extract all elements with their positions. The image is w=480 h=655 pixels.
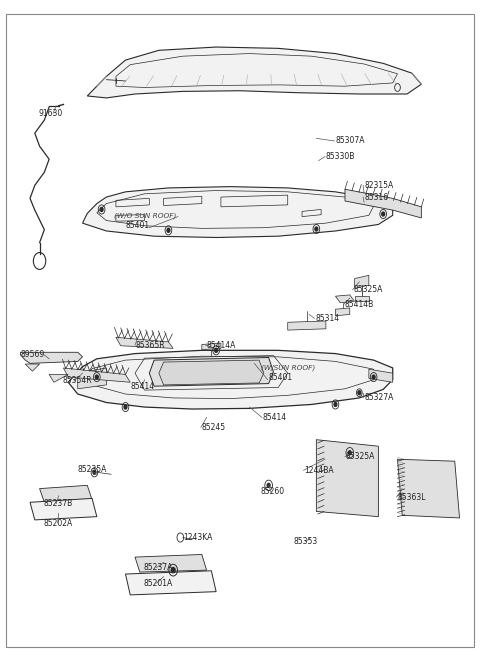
Text: (W/O SUN ROOF): (W/O SUN ROOF) [114, 213, 176, 219]
Polygon shape [78, 368, 107, 389]
Circle shape [124, 405, 127, 409]
Polygon shape [135, 555, 206, 572]
Text: 85414: 85414 [263, 413, 287, 422]
Text: 85330B: 85330B [326, 152, 355, 161]
Polygon shape [202, 343, 221, 350]
Text: 85307A: 85307A [336, 136, 365, 145]
Text: 85314: 85314 [315, 314, 339, 323]
Text: 1244BA: 1244BA [304, 466, 334, 475]
Circle shape [315, 227, 318, 231]
Text: 85202A: 85202A [43, 519, 72, 528]
Text: 85363L: 85363L [397, 493, 426, 502]
Polygon shape [355, 275, 369, 288]
Polygon shape [30, 498, 97, 520]
Polygon shape [25, 364, 39, 371]
Text: 85414B: 85414B [345, 299, 374, 309]
Polygon shape [369, 369, 393, 383]
Circle shape [382, 212, 384, 216]
Text: 85235A: 85235A [78, 465, 107, 474]
Text: 89569: 89569 [21, 350, 45, 360]
Circle shape [171, 567, 175, 572]
Polygon shape [345, 189, 421, 218]
Polygon shape [397, 459, 459, 518]
Circle shape [167, 229, 170, 233]
Text: 85237A: 85237A [144, 563, 173, 572]
Polygon shape [336, 308, 350, 316]
Text: 85325A: 85325A [346, 452, 375, 461]
Text: 85354R: 85354R [62, 377, 92, 386]
Polygon shape [355, 296, 369, 301]
Polygon shape [21, 352, 83, 364]
Polygon shape [336, 295, 355, 303]
Text: 85365R: 85365R [136, 341, 166, 350]
Polygon shape [39, 485, 92, 502]
Text: 91630: 91630 [38, 109, 63, 118]
Circle shape [372, 375, 375, 379]
Text: 85260: 85260 [260, 487, 284, 496]
Text: 1243KA: 1243KA [184, 533, 213, 542]
Text: 82315A: 82315A [364, 181, 393, 190]
Text: 85237B: 85237B [43, 499, 72, 508]
Text: 85245: 85245 [202, 422, 226, 432]
Text: (W/SUN ROOF): (W/SUN ROOF) [262, 365, 316, 371]
Text: 85316: 85316 [364, 193, 388, 202]
Polygon shape [288, 321, 326, 330]
Circle shape [358, 391, 361, 395]
Polygon shape [116, 337, 173, 348]
Polygon shape [87, 47, 421, 98]
Text: 85401: 85401 [269, 373, 293, 382]
Polygon shape [63, 368, 130, 383]
Text: 85414A: 85414A [206, 341, 236, 350]
Text: 85414: 85414 [130, 382, 155, 390]
Text: 85201A: 85201A [144, 578, 173, 588]
Circle shape [96, 375, 98, 379]
Polygon shape [68, 350, 393, 409]
Polygon shape [125, 571, 216, 595]
Polygon shape [316, 440, 378, 517]
Circle shape [93, 470, 96, 474]
Polygon shape [149, 358, 274, 386]
Polygon shape [159, 360, 264, 385]
Circle shape [215, 348, 217, 352]
Text: 85353: 85353 [293, 537, 318, 546]
Circle shape [267, 483, 270, 487]
Text: 85327A: 85327A [364, 393, 394, 402]
Circle shape [100, 208, 103, 212]
Text: 85325A: 85325A [354, 285, 383, 294]
Circle shape [348, 451, 351, 455]
Text: 85401: 85401 [125, 221, 150, 230]
Polygon shape [83, 187, 393, 238]
Circle shape [334, 403, 337, 406]
Polygon shape [49, 375, 68, 383]
